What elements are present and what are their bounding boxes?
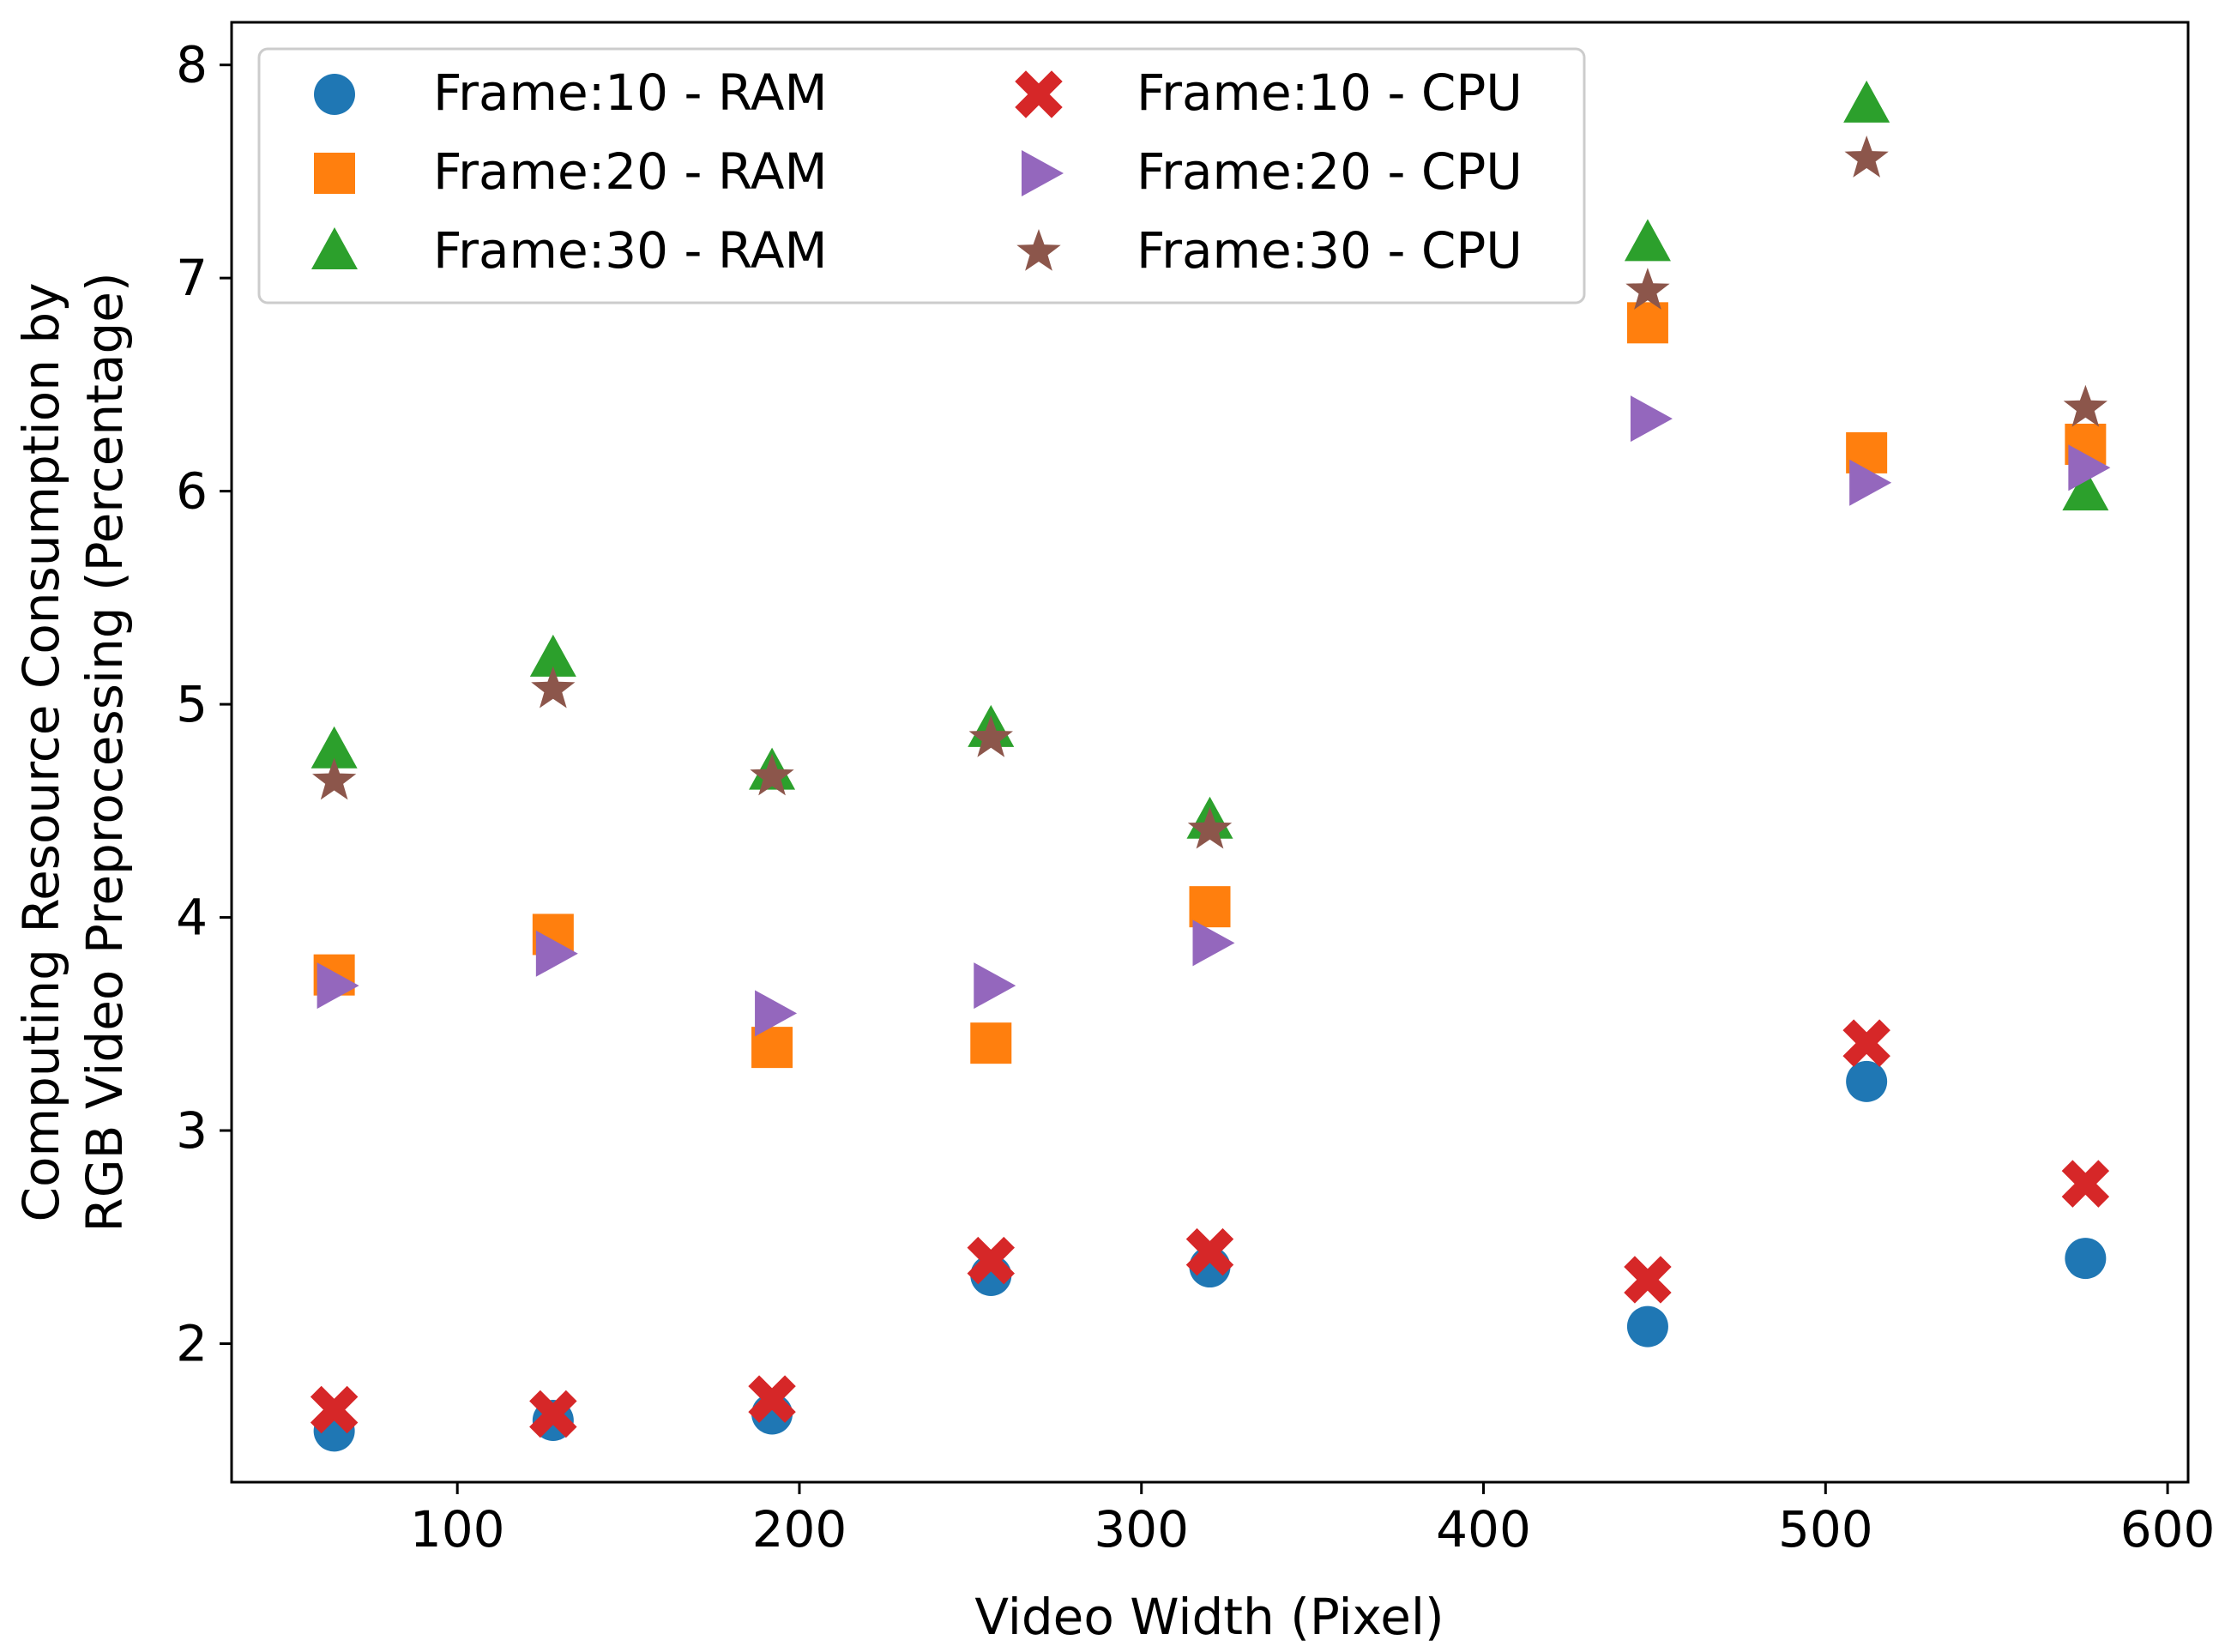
point-frame-10-cpu-512 [1842, 1019, 1890, 1067]
y-axis-title-line-1: Computing Resource Consumption by [12, 282, 70, 1221]
legend-label-frame10-ram: Frame:10 - RAM [433, 63, 828, 122]
point-frame-30-cpu-192 [750, 753, 794, 796]
legend-label-frame20-cpu: Frame:20 - CPU [1137, 142, 1523, 201]
point-frame-10-ram-576 [2065, 1238, 2107, 1280]
point-frame-30-ram-448 [1624, 219, 1671, 262]
point-frame-10-cpu-320 [1185, 1227, 1234, 1276]
x-tick-label-500: 500 [1778, 1500, 1873, 1559]
point-frame-20-ram-320 [1189, 886, 1231, 928]
legend-label-frame30-cpu: Frame:30 - CPU [1137, 221, 1523, 280]
point-frame-30-cpu-576 [2063, 384, 2107, 427]
point-frame-30-cpu-64 [312, 757, 357, 800]
point-frame-10-ram-512 [1846, 1060, 1888, 1102]
legend-marker-frame-20-ram [314, 153, 355, 194]
x-tick-label-200: 200 [752, 1500, 847, 1559]
y-tick-label-6: 6 [176, 462, 208, 521]
point-frame-20-ram-448 [1626, 302, 1668, 344]
point-frame-20-cpu-128 [535, 930, 578, 977]
point-frame-10-cpu-64 [310, 1385, 359, 1434]
point-frame-20-ram-256 [970, 1022, 1012, 1064]
legend: Frame:10 - RAM Frame:20 - RAM Frame:30 -… [257, 47, 1586, 304]
legend-markers [311, 70, 1064, 271]
point-frame-30-ram-576 [2062, 468, 2109, 511]
legend-label-frame30-ram: Frame:30 - RAM [433, 221, 828, 280]
point-frame-20-cpu-256 [974, 962, 1016, 1010]
point-frame-30-ram-64 [311, 726, 358, 769]
legend-marker-frame-30-cpu [1016, 229, 1061, 271]
y-tick-label-5: 5 [176, 675, 208, 733]
y-tick-label-7: 7 [176, 249, 208, 307]
legend-marker-frame-10-cpu [1015, 70, 1063, 118]
point-frame-10-cpu-256 [967, 1236, 1016, 1285]
y-axis-title-line-2: RGB Video Preprocessing (Percentage) [75, 272, 134, 1232]
legend-label-frame20-ram: Frame:20 - RAM [433, 142, 828, 201]
point-frame-30-ram-128 [529, 634, 576, 677]
point-frame-10-cpu-192 [748, 1375, 796, 1423]
point-frame-10-cpu-448 [1624, 1256, 1672, 1304]
legend-label-frame10-cpu: Frame:10 - CPU [1137, 63, 1523, 122]
y-tick-label-8: 8 [176, 36, 208, 94]
point-frame-20-cpu-192 [755, 990, 798, 1037]
legend-marker-frame-10-ram [314, 74, 355, 115]
point-frame-20-cpu-448 [1630, 395, 1673, 443]
point-frame-30-cpu-512 [1844, 136, 1889, 178]
legend-box [257, 47, 1586, 304]
x-tick-label-400: 400 [1436, 1500, 1531, 1559]
point-frame-10-ram-448 [1626, 1305, 1668, 1348]
point-frame-20-cpu-64 [317, 962, 359, 1010]
point-frame-30-ram-512 [1843, 80, 1890, 123]
data-points [310, 80, 2111, 1452]
x-tick-label-300: 300 [1094, 1500, 1189, 1559]
y-tick-label-2: 2 [176, 1314, 208, 1372]
y-tick-label-4: 4 [176, 889, 208, 947]
point-frame-20-cpu-576 [2068, 444, 2111, 491]
x-tick-label-100: 100 [410, 1500, 505, 1559]
point-frame-30-cpu-320 [1187, 806, 1233, 849]
point-frame-20-cpu-512 [1849, 459, 1892, 506]
plot-area-frame [230, 21, 2190, 1484]
point-frame-10-cpu-576 [2061, 1160, 2110, 1208]
x-tick-label-600: 600 [2120, 1500, 2216, 1559]
point-frame-30-cpu-128 [531, 666, 576, 708]
x-axis-title: Video Width (Pixel) [974, 1588, 1444, 1646]
point-frame-30-cpu-256 [968, 714, 1013, 757]
axis-ticks: 100 200 300 400 500 600 2 3 4 5 6 7 8 [176, 36, 2215, 1559]
legend-marker-frame-30-ram [311, 227, 358, 269]
point-frame-20-cpu-320 [1192, 919, 1235, 967]
point-frame-10-cpu-128 [529, 1390, 577, 1438]
y-tick-label-3: 3 [176, 1101, 208, 1160]
point-frame-30-cpu-448 [1625, 268, 1670, 310]
legend-marker-frame-20-cpu [1022, 150, 1064, 196]
